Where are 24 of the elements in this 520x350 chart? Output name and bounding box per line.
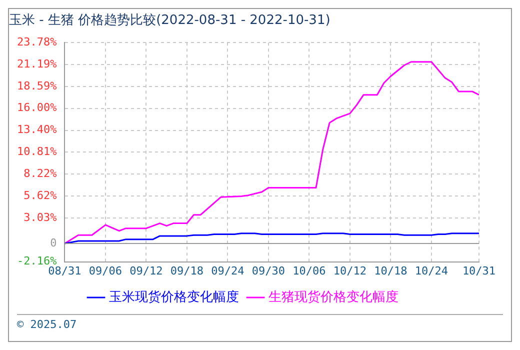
y-tick-label: 0 bbox=[50, 236, 57, 250]
x-tick-label: 09/30 bbox=[252, 264, 286, 278]
y-tick-label: 21.19% bbox=[16, 57, 58, 70]
y-tick-label: 5.62% bbox=[24, 188, 58, 202]
x-tick-label: 10/12 bbox=[333, 264, 367, 278]
x-tick-label: 10/24 bbox=[414, 264, 448, 278]
x-tick-label: 09/06 bbox=[88, 264, 122, 278]
chart-title: 玉米 - 生猪 价格趋势比较(2022-08-31 - 2022-10-31) bbox=[9, 13, 330, 28]
text: © 2025.07 bbox=[17, 318, 77, 331]
y-tick-label: 16.00% bbox=[16, 101, 58, 114]
y-tick-label: 18.59% bbox=[16, 79, 58, 92]
x-tick-label: 10/06 bbox=[292, 264, 326, 278]
y-tick-label: 13.40% bbox=[16, 123, 58, 136]
x-tick-label: 10/18 bbox=[374, 264, 408, 278]
y-tick-label: 23.78% bbox=[16, 35, 58, 48]
x-tick-label: 09/24 bbox=[211, 264, 245, 278]
x-tick-label: 10/31 bbox=[462, 264, 496, 278]
x-tick-label: 09/12 bbox=[130, 264, 163, 278]
y-tick-label: 3.03% bbox=[24, 210, 58, 224]
y-tick-label: 8.22% bbox=[24, 166, 58, 180]
legend-label: 生猪现货价格变化幅度 bbox=[268, 288, 398, 305]
y-tick-label: 10.81% bbox=[16, 145, 58, 158]
legend-label: 玉米现货价格变化幅度 bbox=[109, 288, 239, 305]
x-tick-label: 09/18 bbox=[170, 264, 204, 278]
